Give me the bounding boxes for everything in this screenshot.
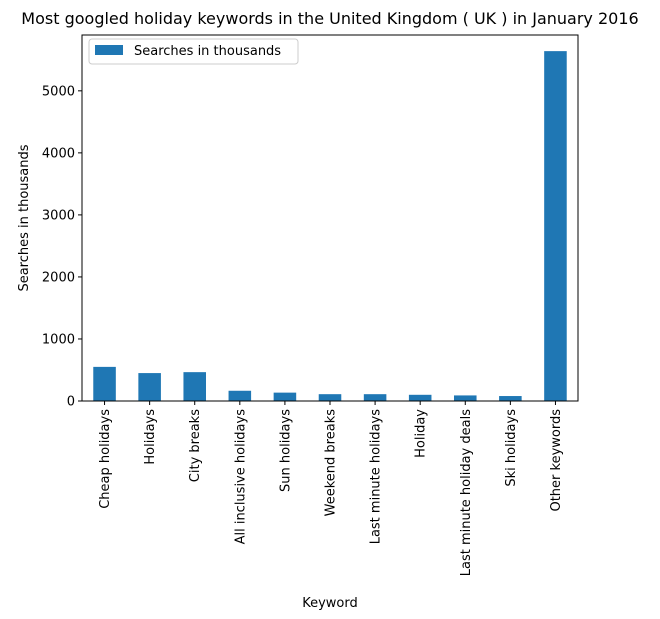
- x-tick-label: Holidays: [143, 409, 158, 465]
- chart-title: Most googled holiday keywords in the Uni…: [21, 9, 638, 28]
- x-tick-label: Holiday: [414, 409, 429, 458]
- x-tick-label: Sun holidays: [278, 409, 293, 492]
- x-axis-label: Keyword: [302, 596, 358, 611]
- bars-group: [93, 51, 567, 401]
- bar-last-minute-holidays: [363, 394, 387, 401]
- bar-sun-holidays: [273, 392, 297, 401]
- x-tick-label: All inclusive holidays: [233, 409, 248, 545]
- bar-holidays: [138, 373, 161, 401]
- bar-last-minute-holiday-deals: [454, 395, 477, 401]
- bar-city-breaks: [183, 372, 206, 401]
- bar-cheap-holidays: [93, 366, 116, 401]
- y-axis-ticks: 0 1000 2000 3000 4000 5000: [42, 84, 82, 410]
- y-tick-label: 3000: [42, 208, 75, 223]
- legend-swatch: [95, 45, 123, 55]
- x-tick-label: Weekend breaks: [324, 409, 339, 517]
- y-tick-label: 4000: [42, 146, 75, 161]
- bar-ski-holidays: [499, 396, 522, 401]
- x-tick-label: City breaks: [188, 409, 203, 482]
- x-tick-label: Last minute holidays: [369, 409, 384, 545]
- legend-box: [88, 38, 299, 65]
- bar-holiday: [408, 394, 432, 401]
- x-tick-label: Cheap holidays: [98, 409, 113, 509]
- legend-label: Searches in thousands: [134, 44, 281, 59]
- bar-other-keywords: [544, 51, 567, 401]
- x-tick-label: Other keywords: [549, 409, 564, 512]
- x-tick-label: Ski holidays: [504, 409, 519, 487]
- bar-all-inclusive-holidays: [228, 390, 252, 401]
- legend: Searches in thousands: [88, 38, 299, 65]
- y-tick-label: 0: [67, 395, 75, 410]
- plot-frame: [81, 34, 579, 402]
- y-tick-label: 1000: [42, 332, 75, 347]
- y-tick-label: 5000: [42, 84, 75, 99]
- y-tick-label: 2000: [42, 270, 75, 285]
- x-axis-ticks: Cheap holidays Holidays City breaks All inc…: [98, 401, 564, 576]
- x-tick-label: Last minute holiday deals: [459, 409, 474, 576]
- y-axis-label: Searches in thousands: [17, 144, 32, 291]
- bar-weekend-breaks: [318, 394, 342, 401]
